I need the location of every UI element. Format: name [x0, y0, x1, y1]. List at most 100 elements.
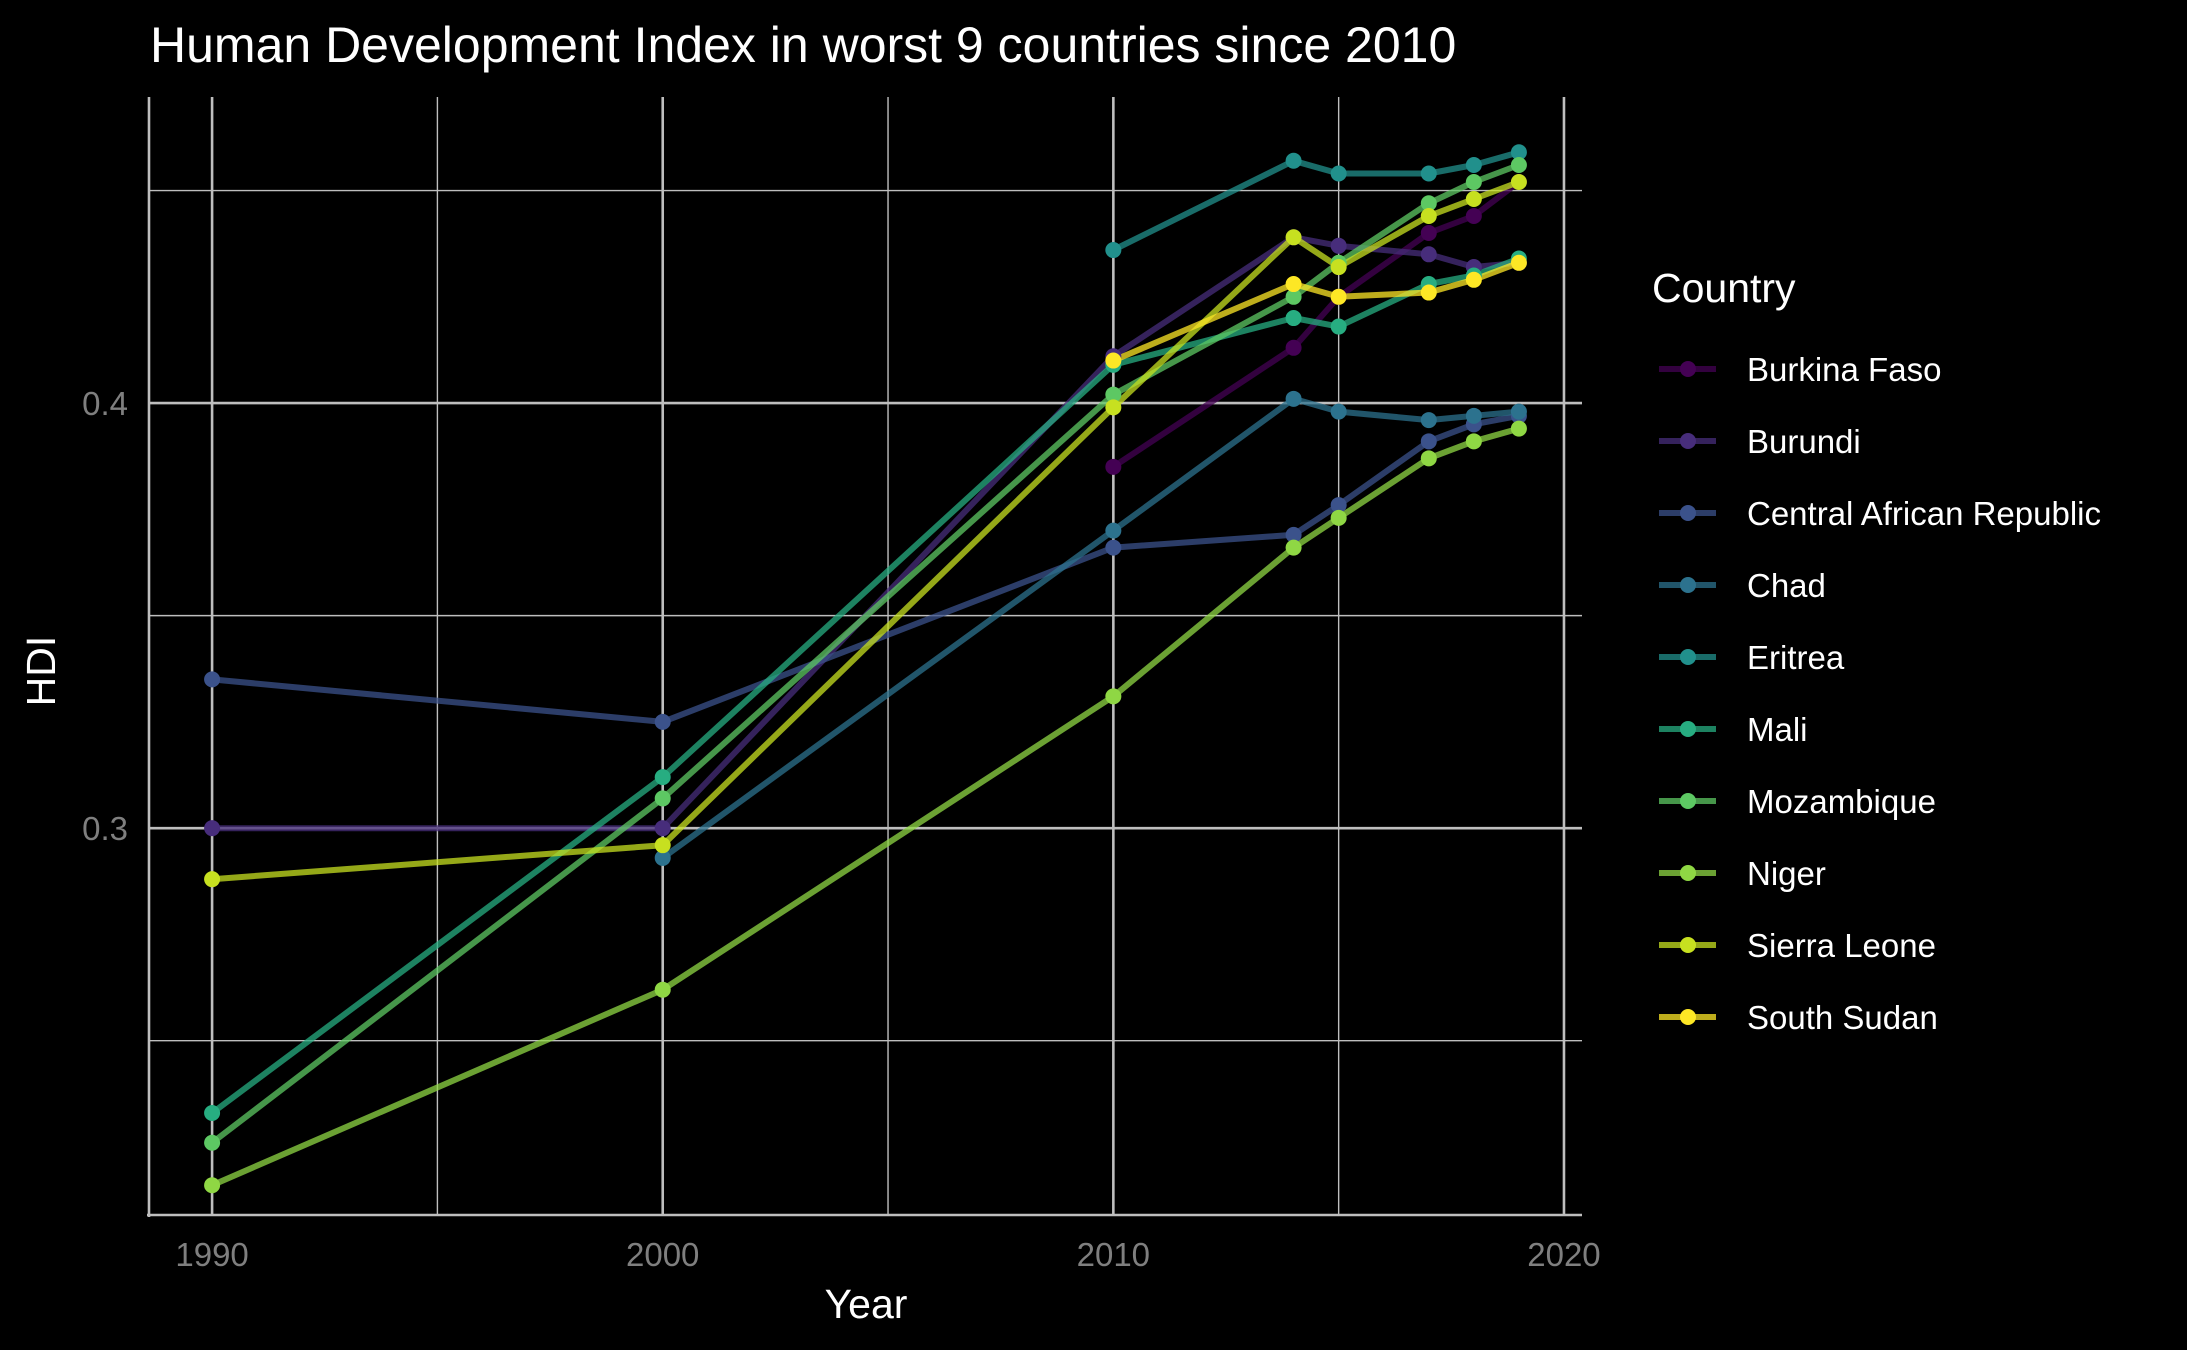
legend-key-point — [1680, 1009, 1696, 1025]
legend-label: Eritrea — [1747, 639, 1845, 676]
data-point — [1105, 352, 1122, 369]
data-point — [1330, 259, 1347, 276]
legend-label: Niger — [1747, 855, 1826, 892]
legend-item: Sierra Leone — [1659, 927, 1936, 964]
data-point — [1105, 688, 1122, 705]
data-point — [1465, 174, 1482, 191]
data-point — [1285, 152, 1302, 169]
legend-label: Burundi — [1747, 423, 1861, 460]
data-point — [654, 713, 671, 730]
legend-key-point — [1680, 721, 1696, 737]
legend-key-point — [1680, 433, 1696, 449]
legend-key-point — [1680, 505, 1696, 521]
data-point — [1105, 386, 1122, 403]
legend-key-point — [1680, 361, 1696, 377]
legend-label: Mozambique — [1747, 783, 1936, 820]
data-point — [1420, 450, 1437, 467]
data-point — [204, 820, 221, 837]
data-point — [1330, 403, 1347, 420]
data-point — [1285, 339, 1302, 356]
data-point — [1285, 288, 1302, 305]
legend-items: Burkina Faso Burundi Central African Repub… — [1659, 351, 2101, 1036]
x-tick-label: 2000 — [626, 1236, 699, 1273]
data-point — [1420, 225, 1437, 242]
legend-item: South Sudan — [1659, 999, 1938, 1036]
series-line — [209, 179, 1522, 883]
data-point — [654, 849, 671, 866]
data-point — [654, 769, 671, 786]
data-point — [1420, 246, 1437, 263]
data-point — [204, 1177, 221, 1194]
data-point — [654, 837, 671, 854]
data-point — [1285, 229, 1302, 246]
data-point — [1510, 144, 1527, 161]
legend-item: Mali — [1659, 711, 1808, 748]
x-axis-title: Year — [825, 1281, 908, 1327]
y-tick-label: 0.3 — [82, 810, 128, 847]
legend-key-point — [1680, 865, 1696, 881]
x-tick-labels: 1990 2000 2010 2020 — [175, 1236, 1600, 1273]
legend-label: Burkina Faso — [1747, 351, 1941, 388]
series-line — [209, 412, 1522, 725]
plot-area: 1990 2000 2010 2020 0.3 0.4 — [82, 97, 1601, 1273]
data-point — [204, 1104, 221, 1121]
data-point — [1330, 288, 1347, 305]
data-point — [204, 1134, 221, 1151]
data-point — [1465, 433, 1482, 450]
data-point — [1285, 310, 1302, 327]
data-point — [1510, 157, 1527, 174]
x-tick-label: 1990 — [175, 1236, 248, 1273]
series-points — [204, 144, 1527, 1194]
data-point — [1285, 526, 1302, 543]
data-point — [1285, 276, 1302, 293]
series-line — [1110, 149, 1522, 253]
data-point — [1420, 208, 1437, 225]
legend-title: Country — [1652, 265, 1796, 311]
x-tick-label: 2020 — [1527, 1236, 1600, 1273]
legend-item: Chad — [1659, 567, 1826, 604]
data-point — [1105, 399, 1122, 416]
data-point — [654, 820, 671, 837]
data-point — [654, 981, 671, 998]
data-point — [1510, 254, 1527, 271]
data-point — [1330, 318, 1347, 335]
legend-item: Niger — [1659, 855, 1826, 892]
legend-label: South Sudan — [1747, 999, 1938, 1036]
data-point — [1330, 509, 1347, 526]
legend-label: Sierra Leone — [1747, 927, 1936, 964]
data-point — [1420, 284, 1437, 301]
y-axis-title: HDI — [18, 636, 64, 707]
legend: Country Burkina Faso Burundi Central Afric… — [1652, 265, 2101, 1036]
legend-key-point — [1680, 577, 1696, 593]
data-point — [1330, 165, 1347, 182]
data-point — [1105, 522, 1122, 539]
legend-item: Burundi — [1659, 423, 1861, 460]
data-point — [1465, 271, 1482, 288]
chart-title: Human Development Index in worst 9 count… — [150, 17, 1456, 73]
legend-item: Mozambique — [1659, 783, 1936, 820]
data-point — [1330, 497, 1347, 514]
data-point — [1330, 237, 1347, 254]
data-point — [1465, 191, 1482, 208]
data-point — [1465, 407, 1482, 424]
legend-item: Eritrea — [1659, 639, 1845, 676]
series-lines — [209, 149, 1522, 1189]
data-point — [1510, 420, 1527, 437]
grid — [149, 97, 1582, 1215]
series-line — [209, 425, 1522, 1189]
legend-label: Chad — [1747, 567, 1826, 604]
data-point — [1420, 412, 1437, 429]
data-point — [1510, 403, 1527, 420]
data-point — [1510, 174, 1527, 191]
data-point — [1285, 390, 1302, 407]
legend-key-point — [1680, 937, 1696, 953]
data-point — [1285, 539, 1302, 556]
data-point — [1105, 539, 1122, 556]
data-point — [1105, 242, 1122, 259]
data-point — [1420, 433, 1437, 450]
legend-label: Central African Republic — [1747, 495, 2101, 532]
y-tick-label: 0.4 — [82, 385, 128, 422]
data-point — [1465, 157, 1482, 174]
series-line — [209, 255, 1522, 1116]
